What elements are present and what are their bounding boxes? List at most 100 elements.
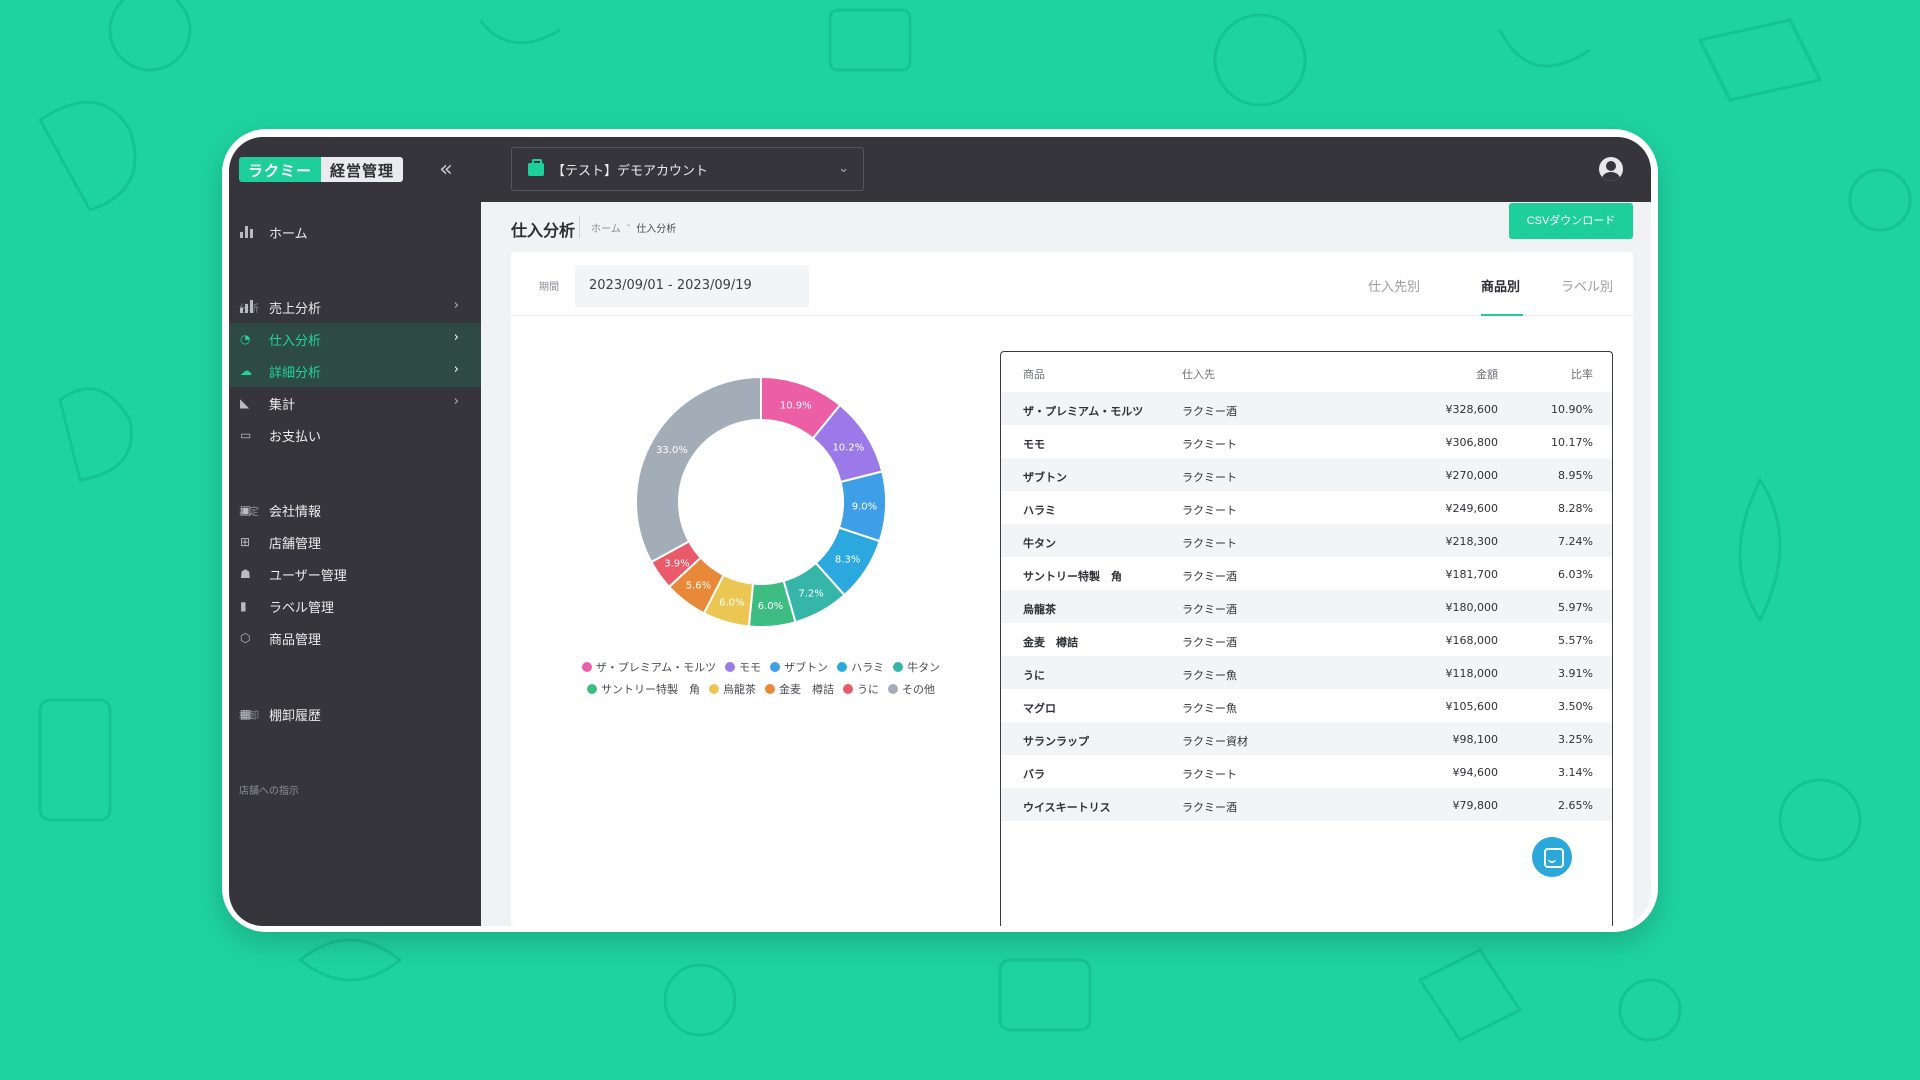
- sidebar-item-products[interactable]: ⬡ 商品管理: [229, 622, 481, 654]
- cube-icon: ⬡: [240, 631, 251, 645]
- cell-product: うに: [1023, 669, 1045, 682]
- cell-amount: ¥328,600: [1445, 403, 1499, 416]
- legend-item[interactable]: 牛タン: [893, 659, 940, 675]
- table-row[interactable]: 烏龍茶 ラクミー酒 ¥180,000 5.97%: [1001, 590, 1612, 623]
- donut-slice[interactable]: [635, 375, 762, 564]
- credit-card-icon: ▭: [240, 428, 252, 442]
- legend-item[interactable]: うに: [843, 681, 879, 697]
- header-ratio[interactable]: 比率: [1571, 368, 1593, 381]
- legend-swatch: [581, 662, 592, 672]
- app-screen: ラクミー 経営管理 « 【テスト】デモアカウント ⌄ ホーム 分析 売上分析 ›…: [229, 137, 1651, 926]
- table-row[interactable]: ザ・プレミアム・モルツ ラクミー酒 ¥328,600 10.90%: [1001, 392, 1612, 425]
- file-icon: ▮: [240, 599, 247, 613]
- users-icon: ☗: [240, 567, 251, 581]
- table-row[interactable]: 金麦 樽詰 ラクミー酒 ¥168,000 5.57%: [1001, 623, 1612, 656]
- table-row[interactable]: サントリー特製 角 ラクミー酒 ¥181,700 6.03%: [1001, 557, 1612, 590]
- cell-amount: ¥168,000: [1445, 634, 1499, 647]
- legend-swatch: [709, 684, 719, 694]
- breadcrumb-current: 仕入分析: [636, 224, 677, 235]
- analysis-card: 期間 2023/09/01 - 2023/09/19 仕入先別 商品別 ラベル別…: [511, 252, 1633, 926]
- chat-support-button[interactable]: [1532, 837, 1572, 877]
- table-row[interactable]: サランラップ ラクミー資材 ¥98,100 3.25%: [1001, 722, 1612, 755]
- sidebar-item-label: 詳細分析: [269, 365, 322, 381]
- cell-ratio: 8.95%: [1558, 469, 1593, 482]
- sidebar-item-home[interactable]: ホーム: [229, 216, 481, 248]
- legend-item[interactable]: モモ: [725, 659, 761, 675]
- legend-item[interactable]: 烏龍茶: [709, 681, 756, 697]
- cell-amount: ¥181,700: [1445, 568, 1499, 581]
- cell-supplier: ラクミー酒: [1182, 570, 1237, 583]
- legend-label: モモ: [739, 661, 762, 674]
- sidebar-item-store[interactable]: ⊞ 店舗管理: [229, 526, 481, 558]
- table-row[interactable]: ザブトン ラクミート ¥270,000 8.95%: [1001, 458, 1612, 491]
- logo-right: 経営管理: [321, 157, 404, 182]
- cell-supplier: ラクミート: [1182, 471, 1237, 484]
- sidebar-item-sales[interactable]: 売上分析 ›: [229, 291, 481, 323]
- table-row[interactable]: ハラミ ラクミート ¥249,600 8.28%: [1001, 491, 1612, 524]
- header-product[interactable]: 商品: [1023, 368, 1045, 381]
- slice-label: 6.0%: [758, 601, 783, 612]
- bar-chart-icon: [240, 300, 255, 314]
- cell-amount: ¥270,000: [1445, 469, 1499, 482]
- sidebar-item-label: ラベル管理: [269, 600, 335, 616]
- cell-product: ザ・プレミアム・モルツ: [1023, 405, 1144, 418]
- cell-amount: ¥98,100: [1452, 733, 1499, 746]
- period-date-range-input[interactable]: 2023/09/01 - 2023/09/19: [575, 265, 809, 307]
- cell-supplier: ラクミー魚: [1182, 669, 1237, 682]
- table-row[interactable]: うに ラクミー魚 ¥118,000 3.91%: [1001, 656, 1612, 689]
- sidebar-section-store-instruction: 店舗への指示: [239, 786, 299, 797]
- sidebar-item-detail[interactable]: ☁ 詳細分析 ›: [229, 355, 481, 387]
- cell-ratio: 8.28%: [1558, 502, 1593, 515]
- user-avatar-icon[interactable]: [1599, 157, 1623, 181]
- sidebar-item-summary[interactable]: ◣ 集計 ›: [229, 387, 481, 419]
- cell-supplier: ラクミート: [1182, 768, 1237, 781]
- csv-download-button[interactable]: CSVダウンロード: [1509, 203, 1633, 239]
- tab-supplier[interactable]: 仕入先別: [1368, 280, 1421, 295]
- grid-icon: ▦: [240, 707, 252, 721]
- legend-swatch: [770, 662, 781, 672]
- legend-label: 烏龍茶: [723, 683, 756, 696]
- sidebar-item-company[interactable]: ▣ 会社情報: [229, 494, 481, 526]
- sidebar-item-payment[interactable]: ▭ お支払い: [229, 419, 481, 451]
- sidebar-item-inventory-history[interactable]: ▦ 棚卸履歴: [229, 698, 481, 730]
- slice-label: 6.0%: [719, 597, 744, 608]
- table-row[interactable]: バラ ラクミート ¥94,600 3.14%: [1001, 755, 1612, 788]
- tab-label[interactable]: ラベル別: [1561, 280, 1614, 295]
- title-divider: [579, 216, 580, 238]
- cell-ratio: 7.24%: [1558, 535, 1593, 548]
- sidebar-item-users[interactable]: ☗ ユーザー管理: [229, 558, 481, 590]
- account-selector[interactable]: 【テスト】デモアカウント ⌄: [511, 147, 864, 191]
- legend-item[interactable]: サントリー特製 角: [587, 681, 700, 697]
- sidebar-item-purchase[interactable]: ◔ 仕入分析 ›: [229, 323, 481, 355]
- cell-product: マグロ: [1023, 702, 1056, 715]
- header-amount[interactable]: 金額: [1476, 368, 1498, 381]
- table-row[interactable]: 牛タン ラクミート ¥218,300 7.24%: [1001, 524, 1612, 557]
- cell-ratio: 10.17%: [1551, 436, 1593, 449]
- app-logo[interactable]: ラクミー 経営管理: [239, 157, 404, 182]
- cell-ratio: 3.91%: [1558, 667, 1593, 680]
- table-row[interactable]: マグロ ラクミー魚 ¥105,600 3.50%: [1001, 689, 1612, 722]
- header-supplier[interactable]: 仕入先: [1182, 368, 1215, 381]
- sidebar-item-labels[interactable]: ▮ ラベル管理: [229, 590, 481, 622]
- cell-amount: ¥180,000: [1445, 601, 1499, 614]
- slice-label: 10.2%: [832, 442, 864, 453]
- collapse-sidebar-icon[interactable]: «: [439, 157, 453, 182]
- store-icon: ⊞: [240, 535, 251, 549]
- cell-amount: ¥218,300: [1445, 535, 1499, 548]
- sidebar-section-analysis: 分析: [239, 304, 259, 315]
- legend-item[interactable]: ハラミ: [837, 659, 884, 675]
- table-row[interactable]: モモ ラクミート ¥306,800 10.17%: [1001, 425, 1612, 458]
- cell-ratio: 3.25%: [1558, 733, 1593, 746]
- slice-label: 33.0%: [656, 445, 688, 456]
- sidebar-item-label: 売上分析: [269, 301, 322, 317]
- legend-item[interactable]: ザ・プレミアム・モルツ: [581, 659, 716, 675]
- breadcrumb-home[interactable]: ホーム: [591, 224, 621, 235]
- legend-item[interactable]: ザブトン: [770, 659, 828, 675]
- table-row[interactable]: ウイスキートリス ラクミー酒 ¥79,800 2.65%: [1001, 788, 1612, 821]
- chevron-right-icon: ›: [453, 362, 459, 377]
- legend-item[interactable]: 金麦 樽詰: [765, 681, 834, 697]
- tab-product[interactable]: 商品別: [1481, 280, 1521, 295]
- period-label: 期間: [539, 282, 559, 293]
- cell-supplier: ラクミー酒: [1182, 636, 1237, 649]
- legend-item[interactable]: その他: [888, 681, 935, 697]
